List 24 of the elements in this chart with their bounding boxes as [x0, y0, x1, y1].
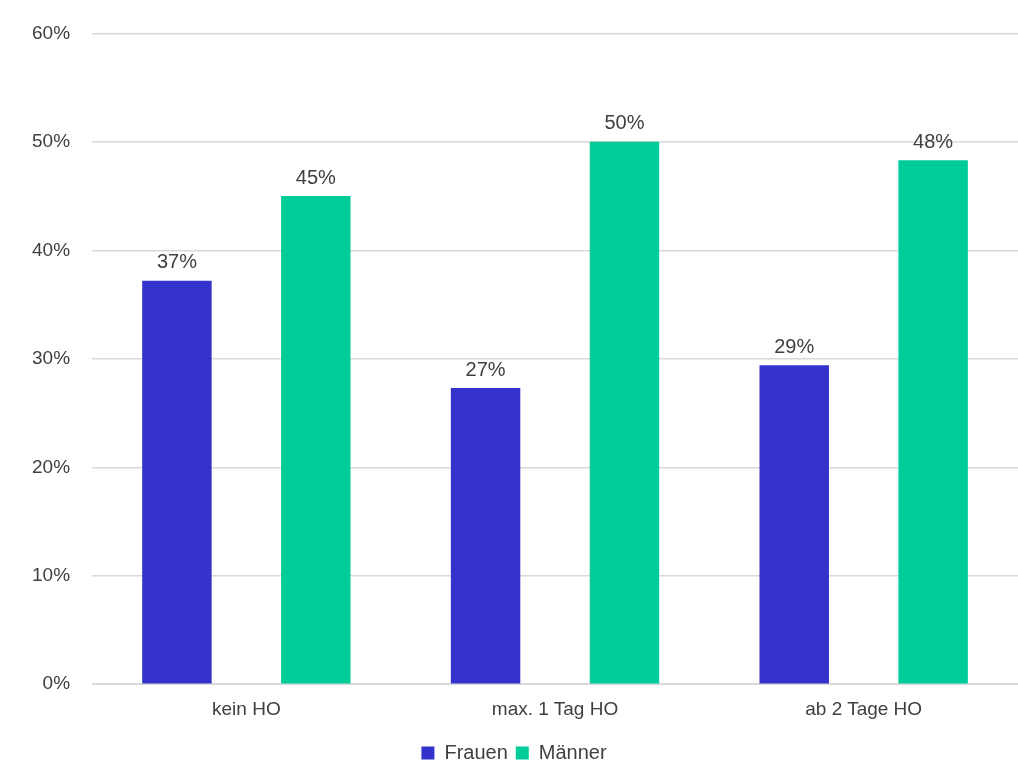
y-tick-label: 30%	[32, 347, 71, 369]
data-label: 48%	[913, 129, 954, 152]
x-tick-label: kein HO	[212, 697, 281, 719]
legend-label: Frauen	[444, 740, 508, 763]
y-tick-label: 20%	[32, 455, 71, 477]
y-tick-label: 10%	[32, 563, 71, 585]
data-label: 29%	[774, 334, 815, 357]
data-label: 50%	[604, 111, 645, 134]
bar	[759, 365, 829, 684]
y-tick-label: 40%	[32, 238, 71, 260]
legend-label: Männer	[538, 740, 607, 763]
bar	[142, 280, 212, 684]
y-tick-label: 60%	[32, 21, 71, 43]
bar	[589, 141, 660, 684]
y-tick-label: 50%	[32, 130, 71, 152]
bar	[281, 196, 351, 684]
data-label: 45%	[295, 165, 337, 188]
x-tick-label: max. 1 Tag HO	[491, 697, 619, 719]
bar	[898, 160, 968, 684]
bar	[450, 388, 521, 684]
data-label: 27%	[465, 357, 506, 380]
data-label: 37%	[156, 250, 198, 273]
y-tick-label: 0%	[42, 672, 71, 694]
x-tick-label: ab 2 Tage HO	[805, 697, 923, 719]
